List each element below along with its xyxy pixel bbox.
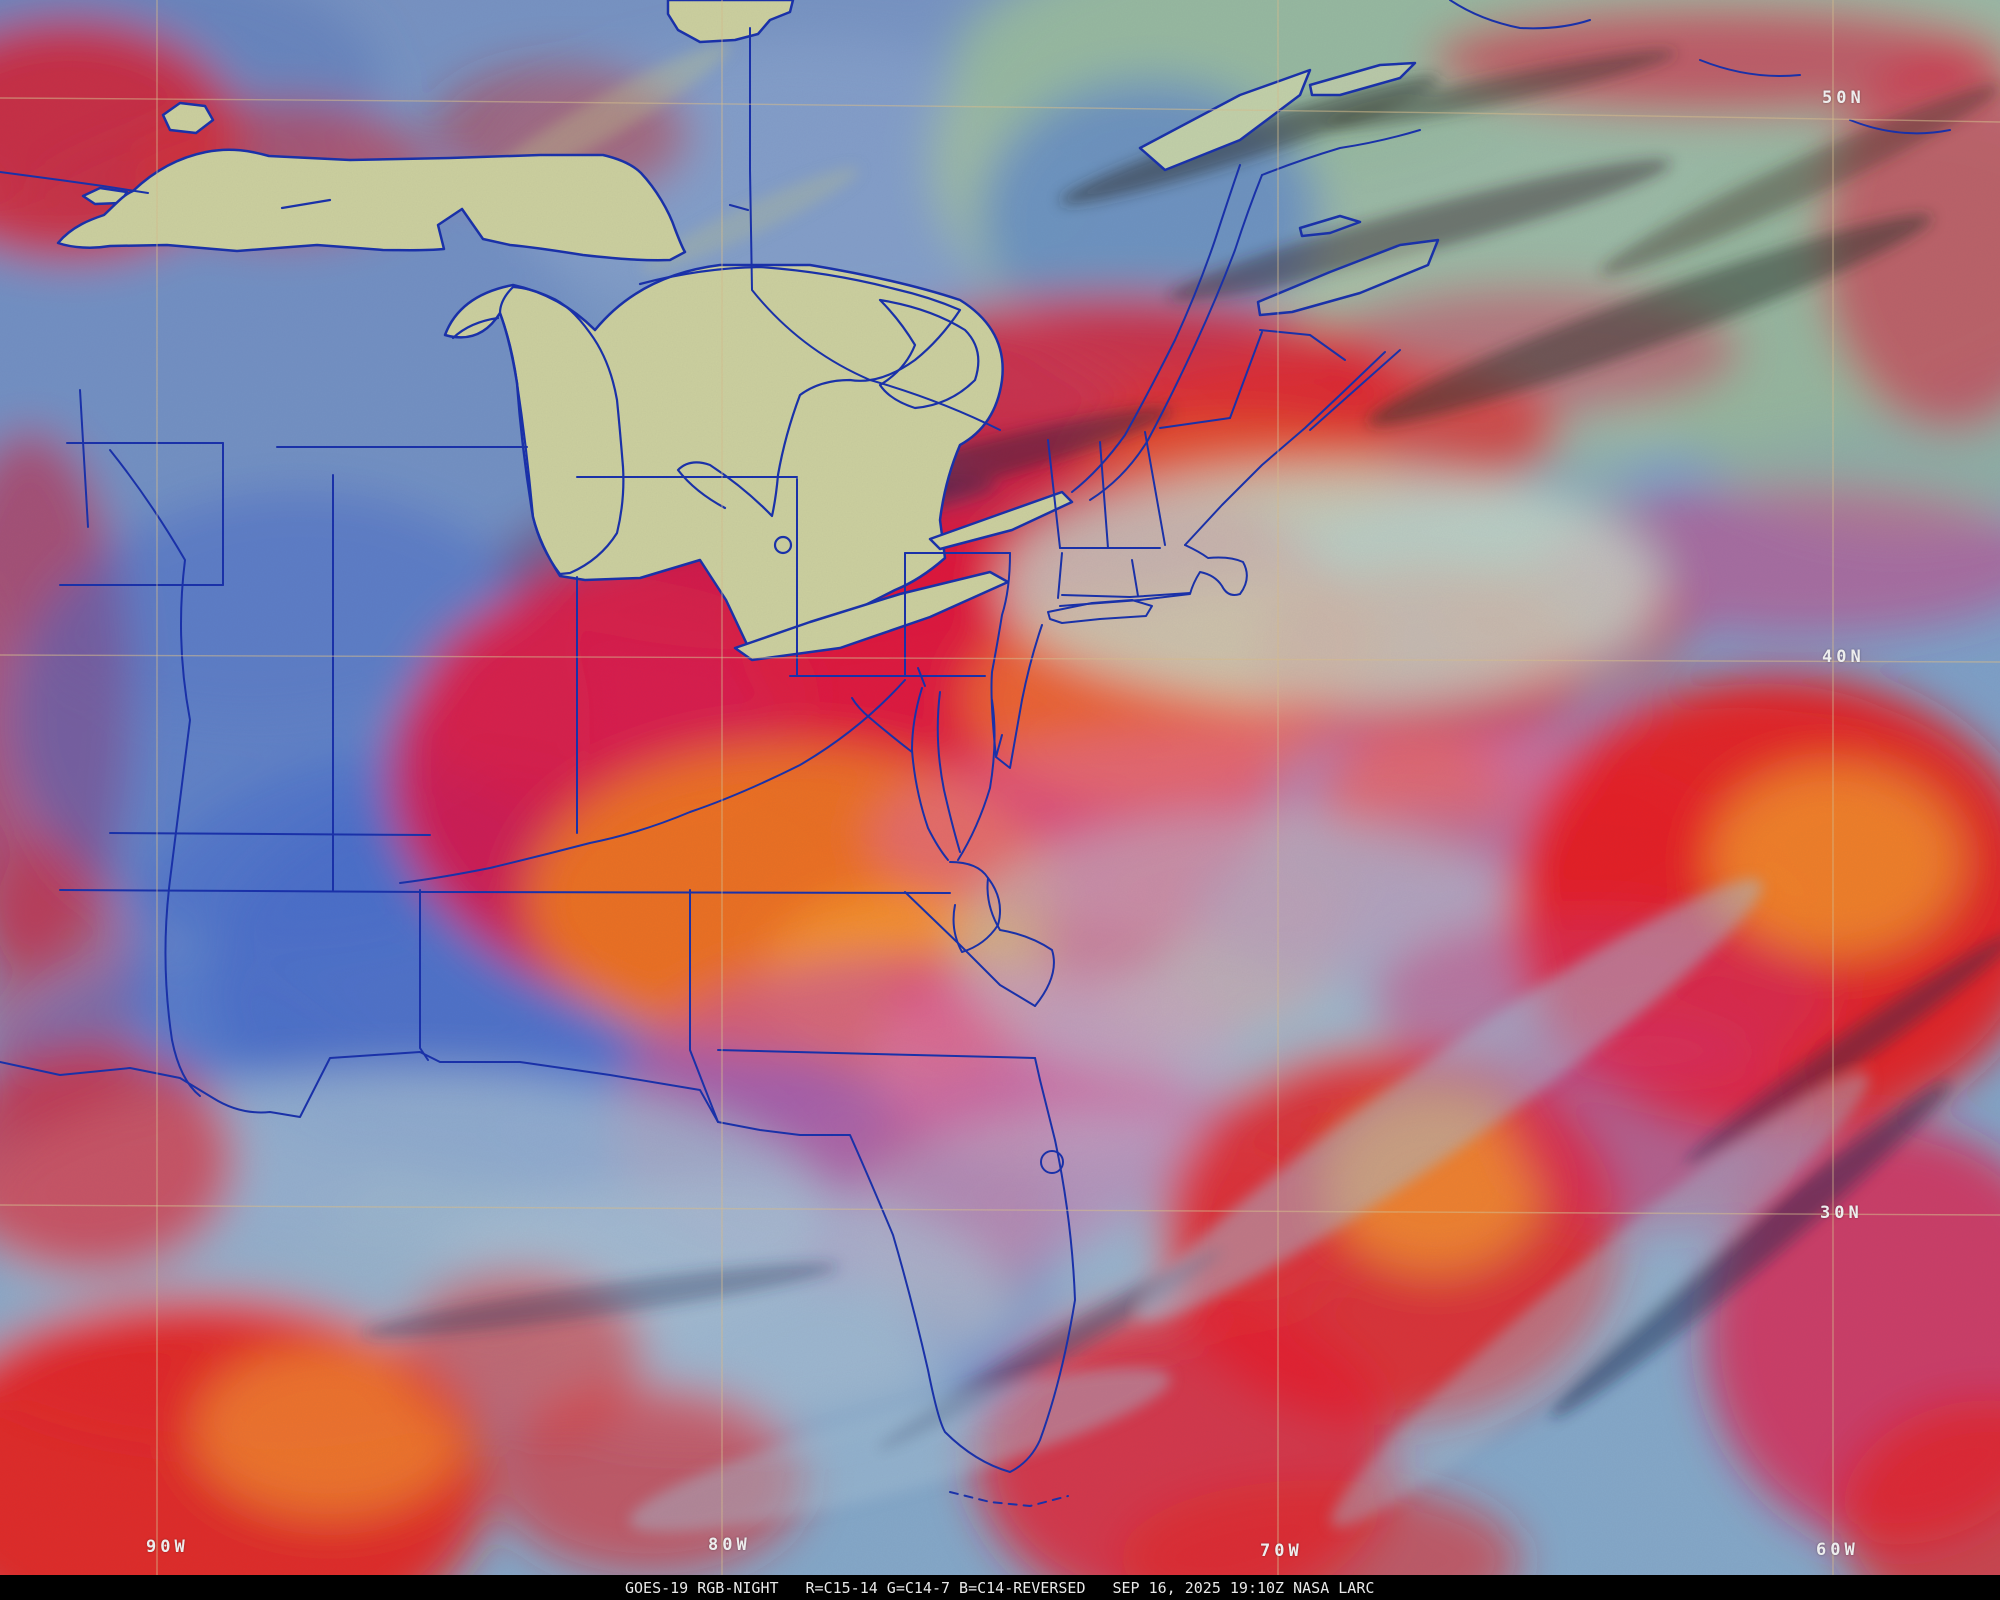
- longitude-label-70w: 70W: [1260, 1541, 1303, 1561]
- caption-channels: R=C15-14 G=C14-7 B=C14-REVERSED: [805, 1578, 1086, 1597]
- longitude-label-80w: 80W: [708, 1535, 751, 1555]
- longitude-label-60w: 60W: [1816, 1540, 1859, 1560]
- latitude-label-30n: 30N: [1820, 1203, 1863, 1223]
- latitude-label-40n: 40N: [1822, 647, 1865, 667]
- longitude-label-90w: 90W: [146, 1537, 189, 1557]
- latitude-label-50n: 50N: [1822, 88, 1865, 108]
- caption-datetime-credit: SEP 16, 2025 19:10Z NASA LARC: [1112, 1578, 1375, 1597]
- caption-product: GOES-19 RGB-NIGHT: [625, 1578, 779, 1597]
- caption-bar: GOES-19 RGB-NIGHT R=C15-14 G=C14-7 B=C14…: [0, 1575, 2000, 1600]
